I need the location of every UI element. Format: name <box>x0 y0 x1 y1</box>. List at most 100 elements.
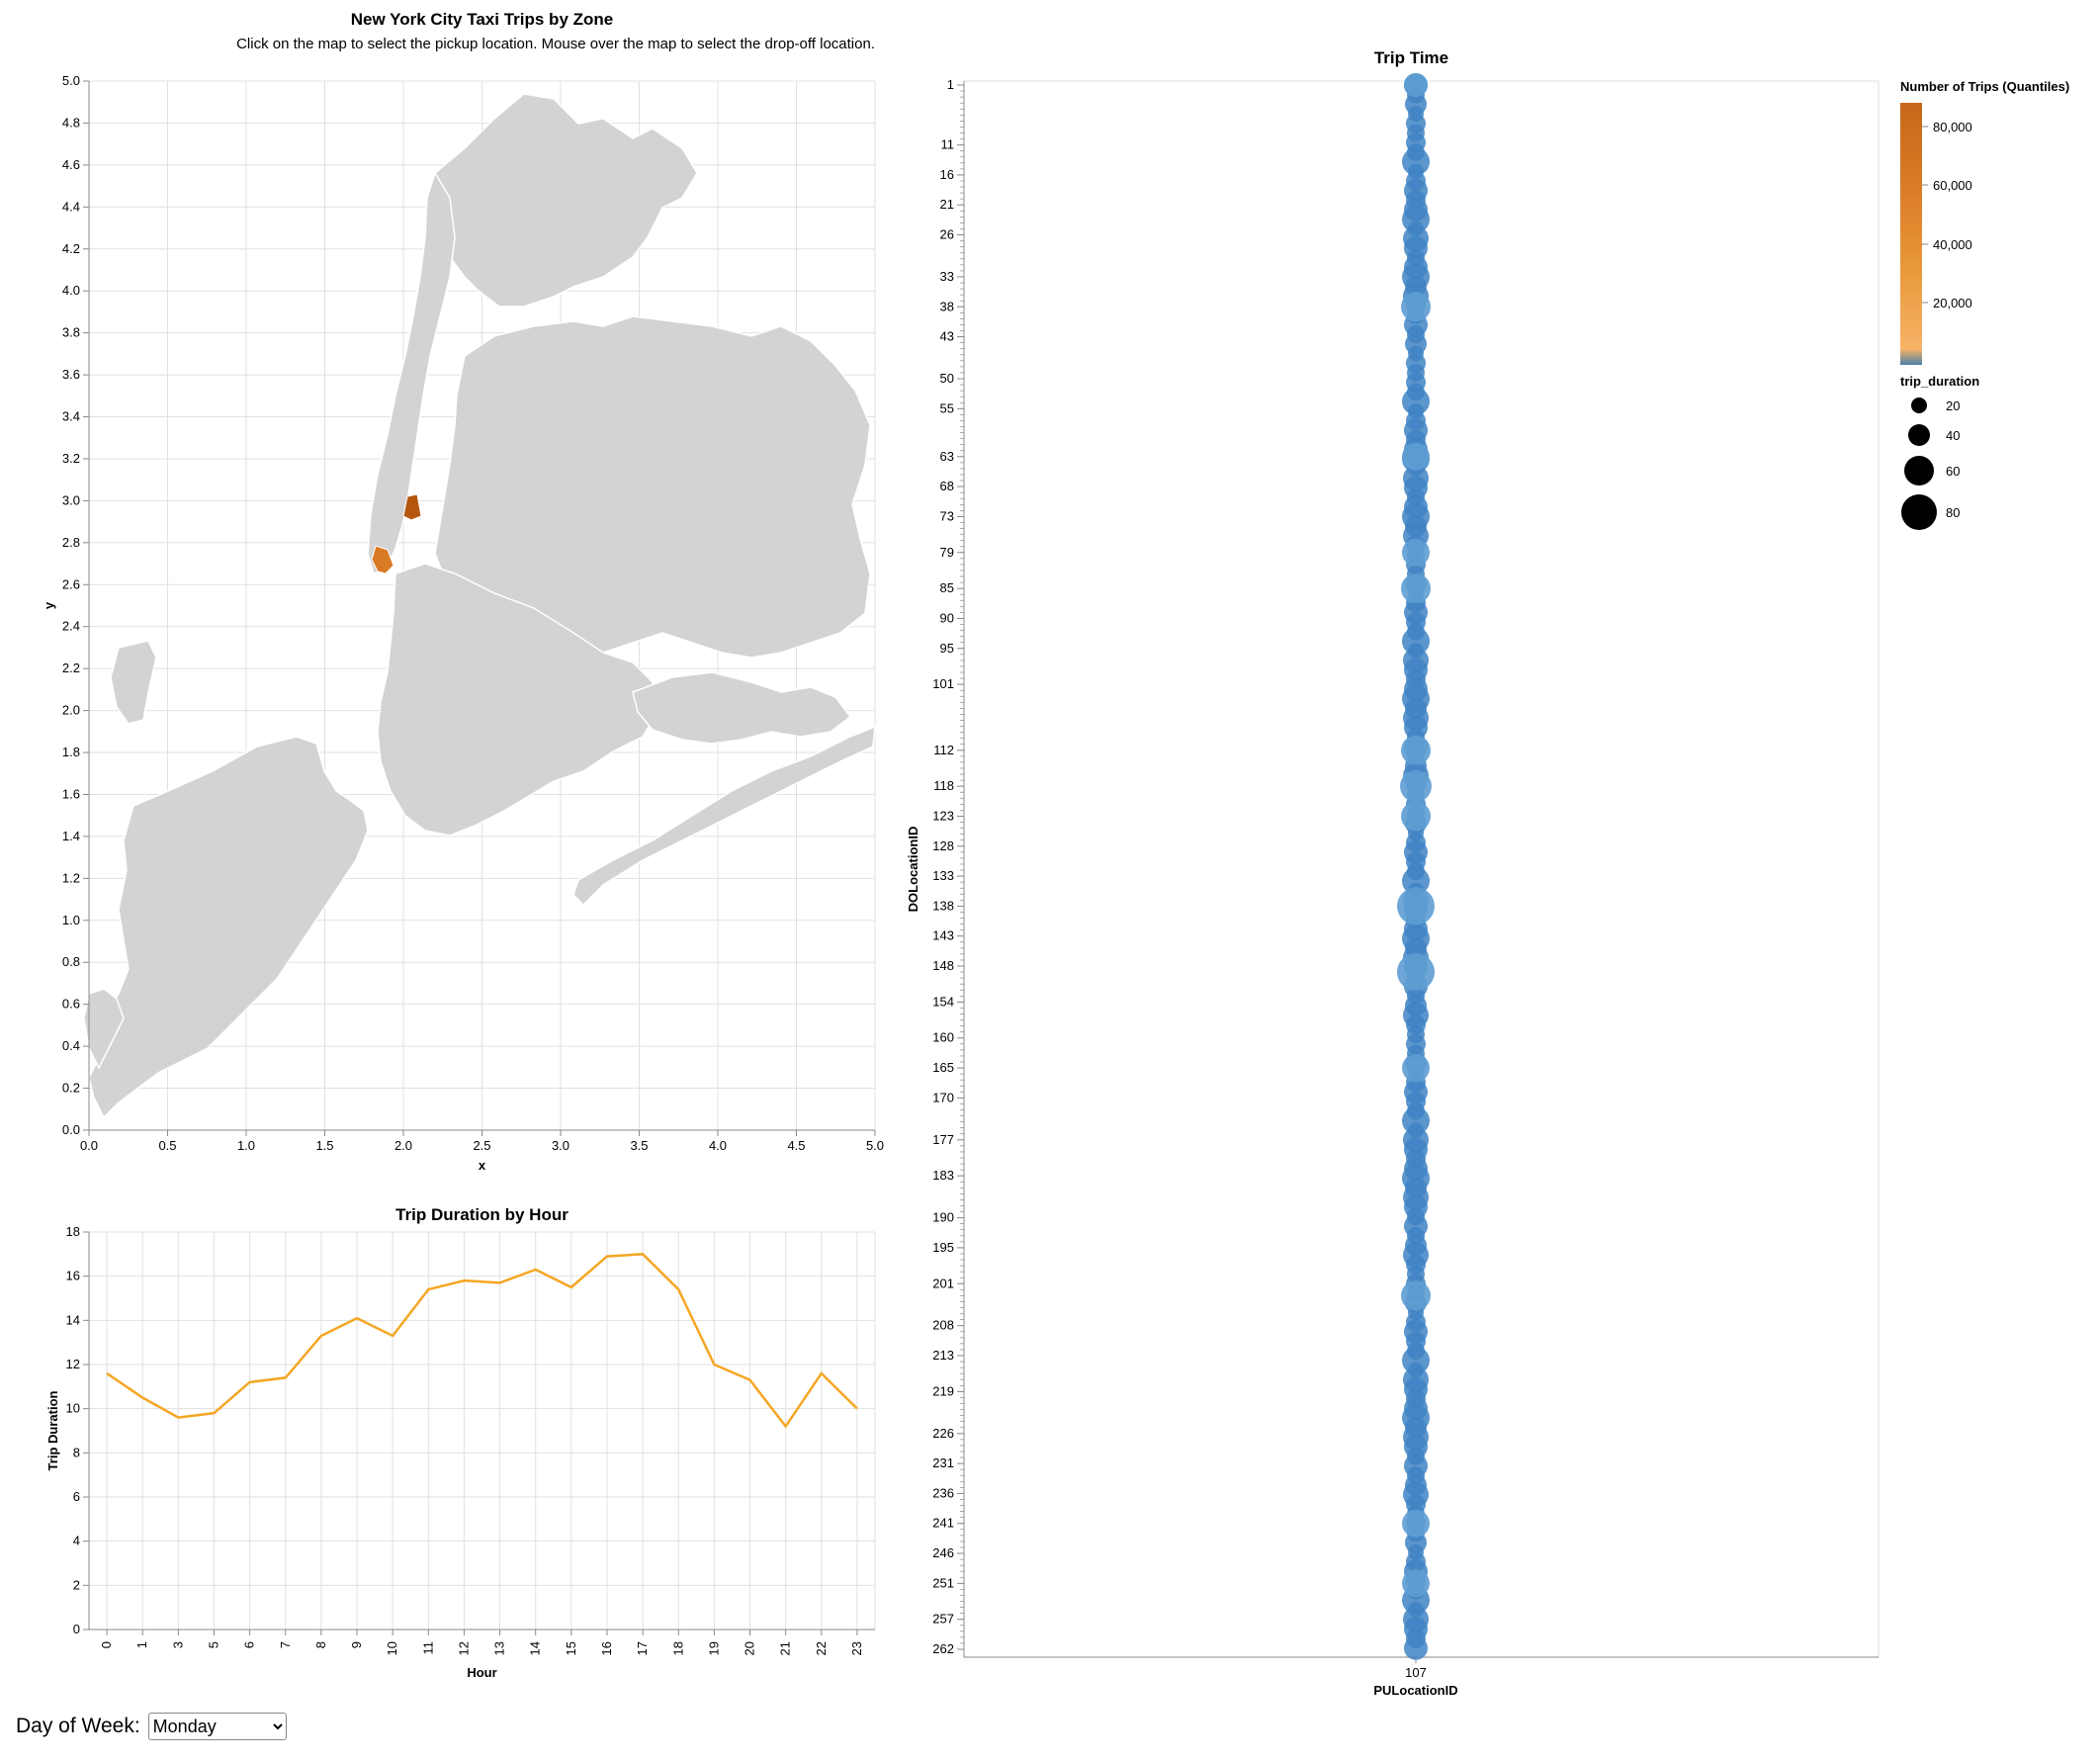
trip-point[interactable] <box>1404 73 1428 97</box>
map-tick-label-y: 3.8 <box>62 325 80 340</box>
trip-time-tick-label-y: 246 <box>932 1545 954 1560</box>
map-tick-label-y: 0.8 <box>62 954 80 969</box>
bronx-shape[interactable] <box>434 93 698 308</box>
trip-point[interactable] <box>1402 1569 1430 1598</box>
trip-time-tick-label-y: 73 <box>940 508 954 523</box>
map-subtitle: Click on the map to select the pickup lo… <box>236 36 875 52</box>
line-tick-label-x: 21 <box>778 1641 793 1655</box>
trip-point[interactable] <box>1404 1635 1428 1660</box>
trip-time-points[interactable] <box>1397 73 1435 1660</box>
color-legend-title: Number of Trips (Quantiles) <box>1900 79 2069 94</box>
trip-time-panel: Trip Time1111621263338435055636873798590… <box>906 48 1880 1698</box>
trip-time-tick-label-y: 201 <box>932 1276 954 1290</box>
line-tick-label-x: 14 <box>528 1641 543 1655</box>
line-tick-label-y: 12 <box>66 1357 80 1371</box>
trip-time-tick-label-y: 38 <box>940 299 954 313</box>
borough-map[interactable] <box>83 93 876 1119</box>
map-title: New York City Taxi Trips by Zone <box>350 10 614 29</box>
map-tick-label-y: 3.2 <box>62 451 80 466</box>
trip-duration-line[interactable] <box>106 1253 858 1429</box>
trip-time-y-axis-title: DOLocationID <box>906 827 920 913</box>
map-tick-label-y: 4.4 <box>62 199 80 214</box>
map-tick-label-y: 2.4 <box>62 619 80 634</box>
trip-point[interactable] <box>1397 887 1435 925</box>
trip-point[interactable] <box>1401 573 1431 604</box>
trip-time-tick-label-y: 143 <box>932 928 954 943</box>
line-tick-label-x: 10 <box>385 1641 399 1655</box>
map-tick-label-x: 0.0 <box>80 1138 98 1153</box>
trip-time-tick-label-y: 79 <box>940 545 954 560</box>
pickup-zone-highlight[interactable] <box>402 493 422 521</box>
line-tick-label-y: 18 <box>66 1224 80 1239</box>
line-tick-label-x: 22 <box>814 1641 829 1655</box>
map-tick-label-y: 2.6 <box>62 576 80 591</box>
trip-point[interactable] <box>1401 801 1431 832</box>
trip-time-tick-label-y: 160 <box>932 1030 954 1045</box>
trip-time-tick-label-y: 55 <box>940 400 954 415</box>
size-legend-label: 60 <box>1946 464 1960 479</box>
trip-point[interactable] <box>1400 770 1432 803</box>
staten-island-shape[interactable] <box>88 736 369 1119</box>
trip-time-title: Trip Time <box>1374 48 1448 67</box>
line-tick-label-x: 18 <box>670 1641 685 1655</box>
staten-island-south-shape[interactable] <box>83 988 125 1070</box>
trip-point[interactable] <box>1401 1280 1431 1311</box>
line-tick-label-x: 20 <box>743 1641 757 1655</box>
rockaway-shape[interactable] <box>572 725 876 907</box>
map-tick-label-y: 4.6 <box>62 157 80 172</box>
map-tick-label-y: 5.0 <box>62 73 80 88</box>
map-tick-label-y: 1.2 <box>62 870 80 885</box>
trip-time-tick-label-y: 101 <box>932 676 954 691</box>
line-tick-label-y: 10 <box>66 1401 80 1416</box>
trip-time-tick-label-y: 118 <box>933 778 954 793</box>
line-x-axis-title: Hour <box>467 1665 496 1680</box>
map-tick-label-y: 1.8 <box>62 745 80 759</box>
map-tick-label-x: 4.5 <box>787 1138 805 1153</box>
map-tick-label-y: 1.4 <box>62 829 80 843</box>
map-tick-label-y: 2.0 <box>62 703 80 718</box>
trip-time-tick-label-y: 165 <box>932 1060 954 1075</box>
trip-time-tick-label-y: 33 <box>940 269 954 284</box>
trip-point[interactable] <box>1402 1054 1430 1083</box>
jamaica-bay-shape[interactable] <box>632 671 852 745</box>
dropoff-zone-highlight[interactable] <box>371 545 394 574</box>
size-legend-circle <box>1908 424 1930 446</box>
trip-time-tick-label-y: 195 <box>932 1240 954 1255</box>
map-tick-label-y: 0.2 <box>62 1081 80 1096</box>
line-tick-label-x: 1 <box>134 1641 149 1648</box>
line-tick-label-y: 16 <box>66 1269 80 1283</box>
map-panel[interactable]: 0.0 0.5 1.0 1.5 2.0 2.5 3.0 3.5 4.0 4.5 5.0 0.0 0.2 0… <box>42 73 884 1173</box>
trip-point[interactable] <box>1401 735 1431 765</box>
trip-point[interactable] <box>1401 292 1431 322</box>
day-of-week-select[interactable]: Monday <box>147 1713 287 1740</box>
island-shape[interactable] <box>110 640 157 725</box>
line-tick-label-x: 6 <box>242 1641 257 1648</box>
map-tick-label-y: 4.8 <box>62 115 80 130</box>
trip-time-tick-label-y: 50 <box>940 371 954 386</box>
brooklyn-shape[interactable] <box>377 563 658 837</box>
size-legend-label: 20 <box>1946 398 1960 413</box>
trip-time-tick-label-x: 107 <box>1405 1665 1427 1680</box>
trip-time-tick-label-y: 262 <box>932 1641 954 1656</box>
trip-time-tick-label-y: 85 <box>940 580 954 595</box>
line-tick-label-x: 8 <box>313 1641 328 1648</box>
line-chart-series[interactable] <box>106 1253 858 1429</box>
trip-point[interactable] <box>1402 442 1430 471</box>
map-tick-label-x: 4.0 <box>709 1138 727 1153</box>
day-of-week-label: Day of Week: <box>16 1715 140 1737</box>
line-tick-label-x: 3 <box>170 1641 185 1648</box>
map-tick-label-y: 2.2 <box>62 661 80 675</box>
trip-time-x-axis-title: PULocationID <box>1373 1683 1457 1698</box>
line-tick-label-y: 8 <box>73 1445 80 1459</box>
trip-time-tick-label-y: 231 <box>932 1455 954 1470</box>
legends: Number of Trips (Quantiles) 80,000 60,000 4… <box>1900 79 2069 530</box>
trip-point[interactable] <box>1402 1509 1430 1538</box>
line-tick-label-x: 19 <box>706 1641 721 1655</box>
size-legend-title: trip_duration <box>1900 374 1979 389</box>
trip-time-tick-label-y: 219 <box>932 1383 954 1398</box>
trip-time-tick-label-y: 170 <box>932 1090 954 1104</box>
trip-point[interactable] <box>1402 538 1430 567</box>
trip-point[interactable] <box>1397 953 1435 992</box>
trip-time-tick-label-y: 213 <box>932 1348 954 1363</box>
